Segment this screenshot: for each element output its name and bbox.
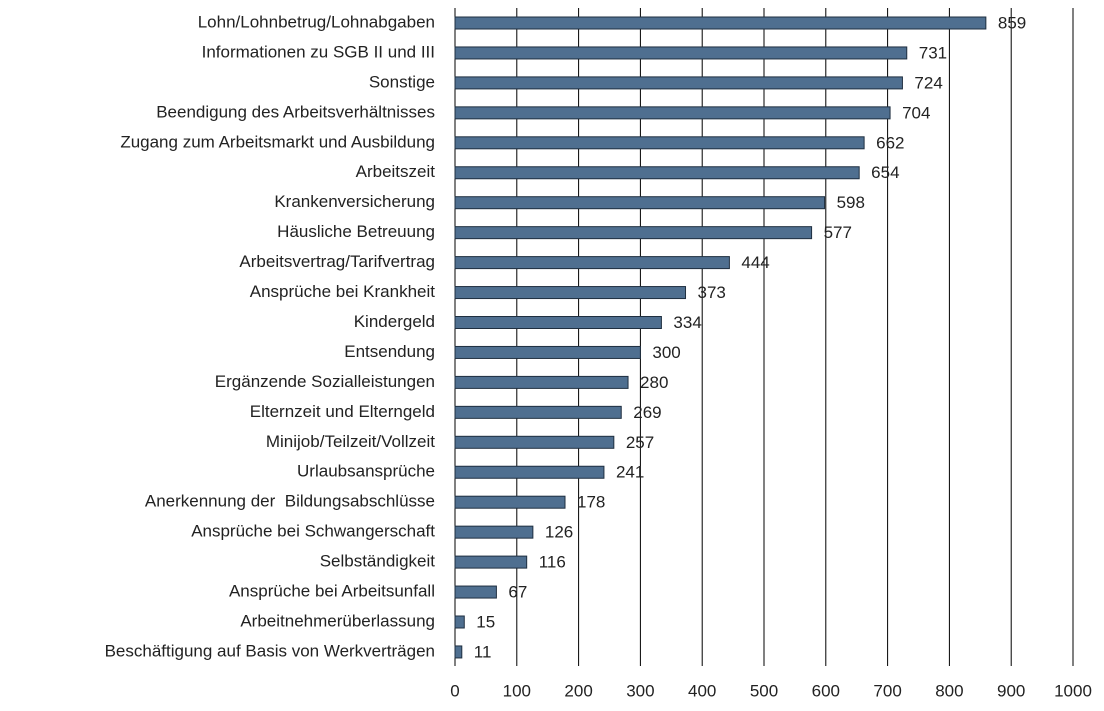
bar bbox=[454, 46, 908, 60]
bar bbox=[454, 435, 615, 449]
bar bbox=[454, 405, 622, 419]
bar bbox=[454, 196, 826, 210]
category-label: Krankenversicherung bbox=[274, 192, 435, 211]
data-label: 257 bbox=[626, 433, 654, 452]
category-label: Ansprüche bei Arbeitsunfall bbox=[229, 582, 435, 601]
x-tick-label: 600 bbox=[812, 681, 840, 700]
data-label: 654 bbox=[871, 163, 899, 182]
x-tick-label: 900 bbox=[997, 681, 1025, 700]
data-label: 126 bbox=[545, 523, 573, 542]
data-label: 67 bbox=[508, 583, 527, 602]
data-label: 116 bbox=[539, 553, 566, 572]
data-label: 11 bbox=[474, 642, 492, 661]
data-label: 577 bbox=[824, 223, 852, 242]
x-tick-label: 100 bbox=[503, 681, 531, 700]
data-label: 598 bbox=[837, 193, 865, 212]
category-label: Zugang zum Arbeitsmarkt und Ausbildung bbox=[120, 132, 435, 151]
bar bbox=[454, 525, 534, 539]
category-label: Arbeitsvertrag/Tarifvertrag bbox=[239, 252, 435, 271]
data-label: 444 bbox=[741, 253, 769, 272]
data-label: 662 bbox=[876, 133, 904, 152]
bar bbox=[454, 286, 687, 300]
bar bbox=[454, 555, 528, 569]
data-label: 178 bbox=[577, 493, 605, 512]
category-label: Ergänzende Sozialleistungen bbox=[215, 372, 435, 391]
data-label: 731 bbox=[919, 43, 947, 62]
category-label: Entsendung bbox=[344, 342, 435, 361]
bar bbox=[454, 645, 463, 659]
category-label: Arbeitszeit bbox=[356, 162, 436, 181]
data-label: 241 bbox=[616, 463, 644, 482]
data-label: 373 bbox=[698, 283, 726, 302]
data-label: 269 bbox=[633, 403, 661, 422]
data-label: 15 bbox=[476, 612, 495, 631]
category-label: Beendigung des Arbeitsverhältnisses bbox=[156, 102, 435, 121]
category-label: Minijob/Teilzeit/Vollzeit bbox=[266, 432, 435, 451]
bar bbox=[454, 375, 629, 389]
x-tick-label: 400 bbox=[688, 681, 716, 700]
x-tick-label: 200 bbox=[564, 681, 592, 700]
data-label: 704 bbox=[902, 103, 930, 122]
bar bbox=[454, 136, 865, 150]
x-tick-label: 300 bbox=[626, 681, 654, 700]
category-label: Urlaubsansprüche bbox=[297, 462, 435, 481]
x-tick-label: 500 bbox=[750, 681, 778, 700]
category-label: Ansprüche bei Krankheit bbox=[250, 282, 436, 301]
data-label: 724 bbox=[914, 73, 942, 92]
data-label: 334 bbox=[673, 313, 701, 332]
bar bbox=[454, 316, 662, 329]
category-label: Häusliche Betreuung bbox=[277, 222, 435, 241]
bar bbox=[454, 256, 730, 270]
data-label: 300 bbox=[652, 343, 680, 362]
category-label: Anerkennung der Bildungsabschlüsse bbox=[145, 492, 435, 511]
bar bbox=[454, 465, 605, 479]
bar bbox=[454, 615, 465, 629]
data-label: 280 bbox=[640, 373, 668, 392]
category-label: Elternzeit und Elterngeld bbox=[250, 402, 435, 421]
bar bbox=[454, 106, 891, 120]
bar bbox=[454, 585, 497, 599]
bar bbox=[454, 76, 903, 90]
category-label: Sonstige bbox=[369, 72, 435, 91]
x-tick-label: 1000 bbox=[1054, 681, 1092, 700]
category-label: Kindergeld bbox=[354, 312, 435, 331]
category-label: Lohn/Lohnbetrug/Lohnabgaben bbox=[198, 12, 435, 31]
x-tick-label: 700 bbox=[873, 681, 901, 700]
bar bbox=[454, 166, 860, 180]
bar bbox=[454, 16, 987, 30]
x-tick-label: 800 bbox=[935, 681, 963, 700]
bar bbox=[454, 345, 641, 359]
data-label: 859 bbox=[998, 13, 1026, 32]
category-label: Informationen zu SGB II und III bbox=[202, 42, 435, 61]
x-tick-label: 0 bbox=[450, 681, 459, 700]
category-label: Arbeitnehmerüberlassung bbox=[240, 611, 435, 630]
bar bbox=[454, 495, 566, 509]
category-label: Ansprüche bei Schwangerschaft bbox=[191, 522, 435, 541]
bar bbox=[454, 226, 813, 240]
category-label: Selbständigkeit bbox=[320, 552, 436, 571]
category-label: Beschäftigung auf Basis von Werkverträge… bbox=[105, 641, 435, 660]
